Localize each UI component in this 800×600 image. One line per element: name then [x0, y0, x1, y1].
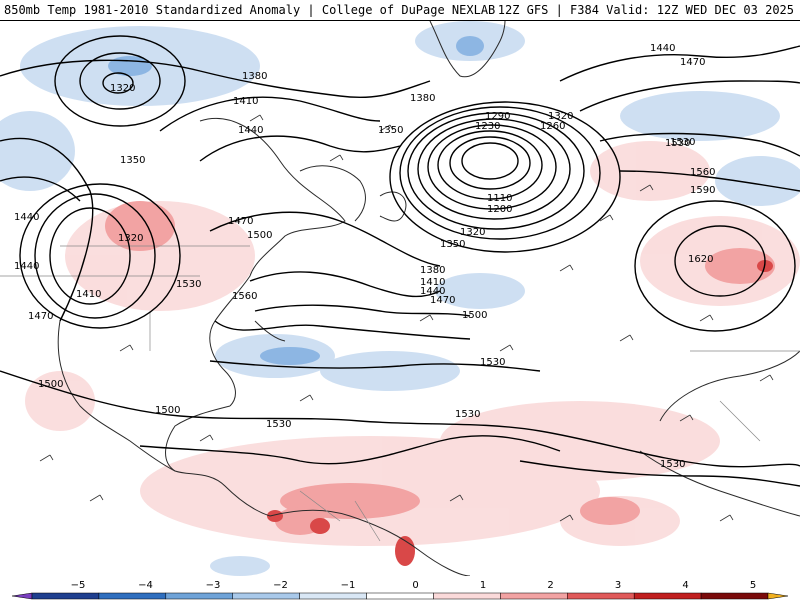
- scale-tick-label: 1: [480, 580, 486, 591]
- scale-tick-label: −3: [206, 580, 221, 591]
- scale-segment: [299, 592, 367, 600]
- contour-label: 1470: [228, 216, 253, 227]
- scale-tick-label: 2: [547, 580, 553, 591]
- contour-label: 1530: [660, 459, 685, 470]
- contour-labels: 1320 1380 1410 1440 1350 1440 1320 1440 …: [14, 43, 715, 470]
- map-header: 850mb Temp 1981-2010 Standardized Anomal…: [0, 0, 800, 21]
- contour-label: 1440: [14, 261, 39, 272]
- scale-tick-label: 3: [615, 580, 621, 591]
- scale-tick-label: 0: [412, 580, 418, 591]
- contour-label: 1530: [480, 357, 505, 368]
- contour-label: 1320: [460, 227, 485, 238]
- scale-extend-low: [11, 592, 33, 600]
- contour-label: 1230: [475, 121, 500, 132]
- map-title: 850mb Temp 1981-2010 Standardized Anomal…: [4, 3, 496, 17]
- scale-tick-label: −4: [138, 580, 153, 591]
- scale-extend-high: [767, 592, 789, 600]
- contour-label: 1500: [38, 379, 63, 390]
- contour-label: 1530: [665, 138, 690, 149]
- contour-label: 1530: [670, 137, 695, 148]
- contour-label: 1530: [266, 419, 291, 430]
- contour-label: 1200: [487, 204, 512, 215]
- contour-label: 1110: [487, 193, 512, 204]
- contour-label: 1560: [232, 291, 257, 302]
- contour-label: 1410: [76, 289, 101, 300]
- contour-label: 1440: [14, 212, 39, 223]
- contour-label: 1320: [548, 111, 573, 122]
- contour-label: 1500: [155, 405, 180, 416]
- contour-label: 1470: [430, 295, 455, 306]
- scale-segment: [700, 592, 769, 600]
- contour-label: 1440: [420, 286, 445, 297]
- scale-segment: [165, 592, 233, 600]
- moderate-positive-anomaly-shading: [105, 201, 775, 535]
- contour-label: 1530: [176, 279, 201, 290]
- scale-segment: [567, 592, 635, 600]
- contour-label: 1410: [420, 277, 445, 288]
- scale-tick-label: 4: [682, 580, 688, 591]
- contour-label: 1620: [688, 254, 713, 265]
- scale-tick-label: 5: [750, 580, 756, 591]
- contour-label: 1290: [485, 111, 510, 122]
- contour-label: 1380: [410, 93, 435, 104]
- contour-label: 1500: [462, 310, 487, 321]
- height-contours: [0, 35, 800, 487]
- contour-label: 1530: [455, 409, 480, 420]
- scale-segment: [633, 592, 702, 600]
- scale-segment: [31, 592, 100, 600]
- model-run-info: 12Z GFS | F384 Valid: 12Z WED DEC 03 202…: [497, 3, 794, 17]
- scale-tick-label: −1: [341, 580, 356, 591]
- scale-segment: [500, 592, 568, 600]
- contour-label: 1380: [242, 71, 267, 82]
- scale-segment: [232, 592, 300, 600]
- scale-segment: [98, 592, 167, 600]
- contour-label: 1410: [233, 96, 258, 107]
- contour-label: 1590: [690, 185, 715, 196]
- contour-label: 1350: [440, 239, 465, 250]
- scale-segment: [433, 592, 501, 600]
- contour-label: 1380: [420, 265, 445, 276]
- wind-barbs: [39, 114, 774, 522]
- contour-label: 1470: [680, 57, 705, 68]
- contour-label: 1440: [238, 125, 263, 136]
- contour-label: 1440: [650, 43, 675, 54]
- contour-label: 1350: [120, 155, 145, 166]
- contour-label: 1500: [247, 230, 272, 241]
- contour-label: 1470: [28, 311, 53, 322]
- contour-label: 1350: [378, 125, 403, 136]
- scale-tick-label: −5: [71, 580, 86, 591]
- color-scale-bar: −5 −4 −3 −2 −1 0 1 2 3 4 5: [0, 576, 800, 600]
- scale-segment: [366, 592, 434, 600]
- contour-label: 1560: [690, 167, 715, 178]
- contour-label: 1320: [110, 83, 135, 94]
- contour-label: 1320: [118, 233, 143, 244]
- contour-label: 1260: [540, 121, 565, 132]
- scale-tick-label: −2: [273, 580, 288, 591]
- weather-map: 1320 1380 1410 1440 1350 1440 1320 1440 …: [0, 21, 800, 576]
